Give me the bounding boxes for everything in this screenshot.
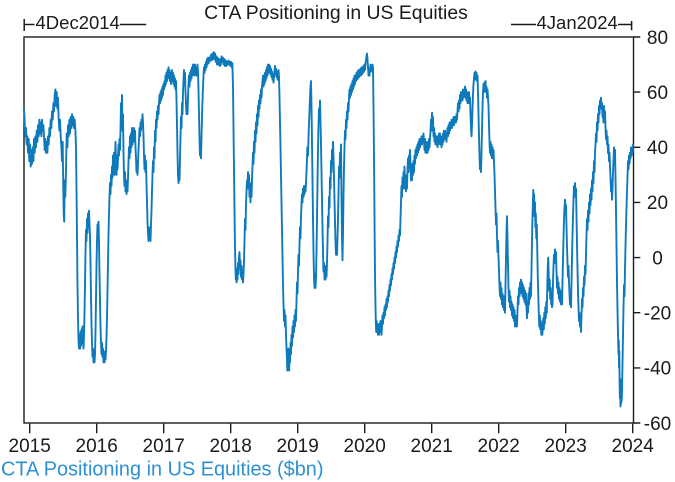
svg-text:2018: 2018 <box>210 436 252 457</box>
svg-text:2017: 2017 <box>143 436 185 457</box>
svg-text:CTA Positioning in US Equities: CTA Positioning in US Equities ($bn) <box>1 459 323 481</box>
svg-text:2021: 2021 <box>411 436 453 457</box>
svg-text:2022: 2022 <box>478 436 520 457</box>
svg-text:2023: 2023 <box>545 436 587 457</box>
svg-text:2024: 2024 <box>612 436 655 457</box>
svg-text:4Dec2014: 4Dec2014 <box>36 12 120 33</box>
svg-text:2016: 2016 <box>76 436 118 457</box>
svg-text:0: 0 <box>652 248 663 269</box>
svg-text:2019: 2019 <box>277 436 319 457</box>
svg-text:-60: -60 <box>644 414 671 435</box>
svg-text:-20: -20 <box>644 304 671 325</box>
svg-text:2020: 2020 <box>344 436 386 457</box>
svg-text:-40: -40 <box>644 359 671 380</box>
svg-text:2015: 2015 <box>9 436 51 457</box>
svg-text:CTA Positioning in US Equities: CTA Positioning in US Equities <box>204 2 468 24</box>
svg-text:60: 60 <box>647 83 668 104</box>
svg-text:4Jan2024: 4Jan2024 <box>537 12 618 33</box>
svg-text:20: 20 <box>647 193 668 214</box>
svg-text:80: 80 <box>647 28 668 49</box>
svg-text:40: 40 <box>647 138 668 159</box>
